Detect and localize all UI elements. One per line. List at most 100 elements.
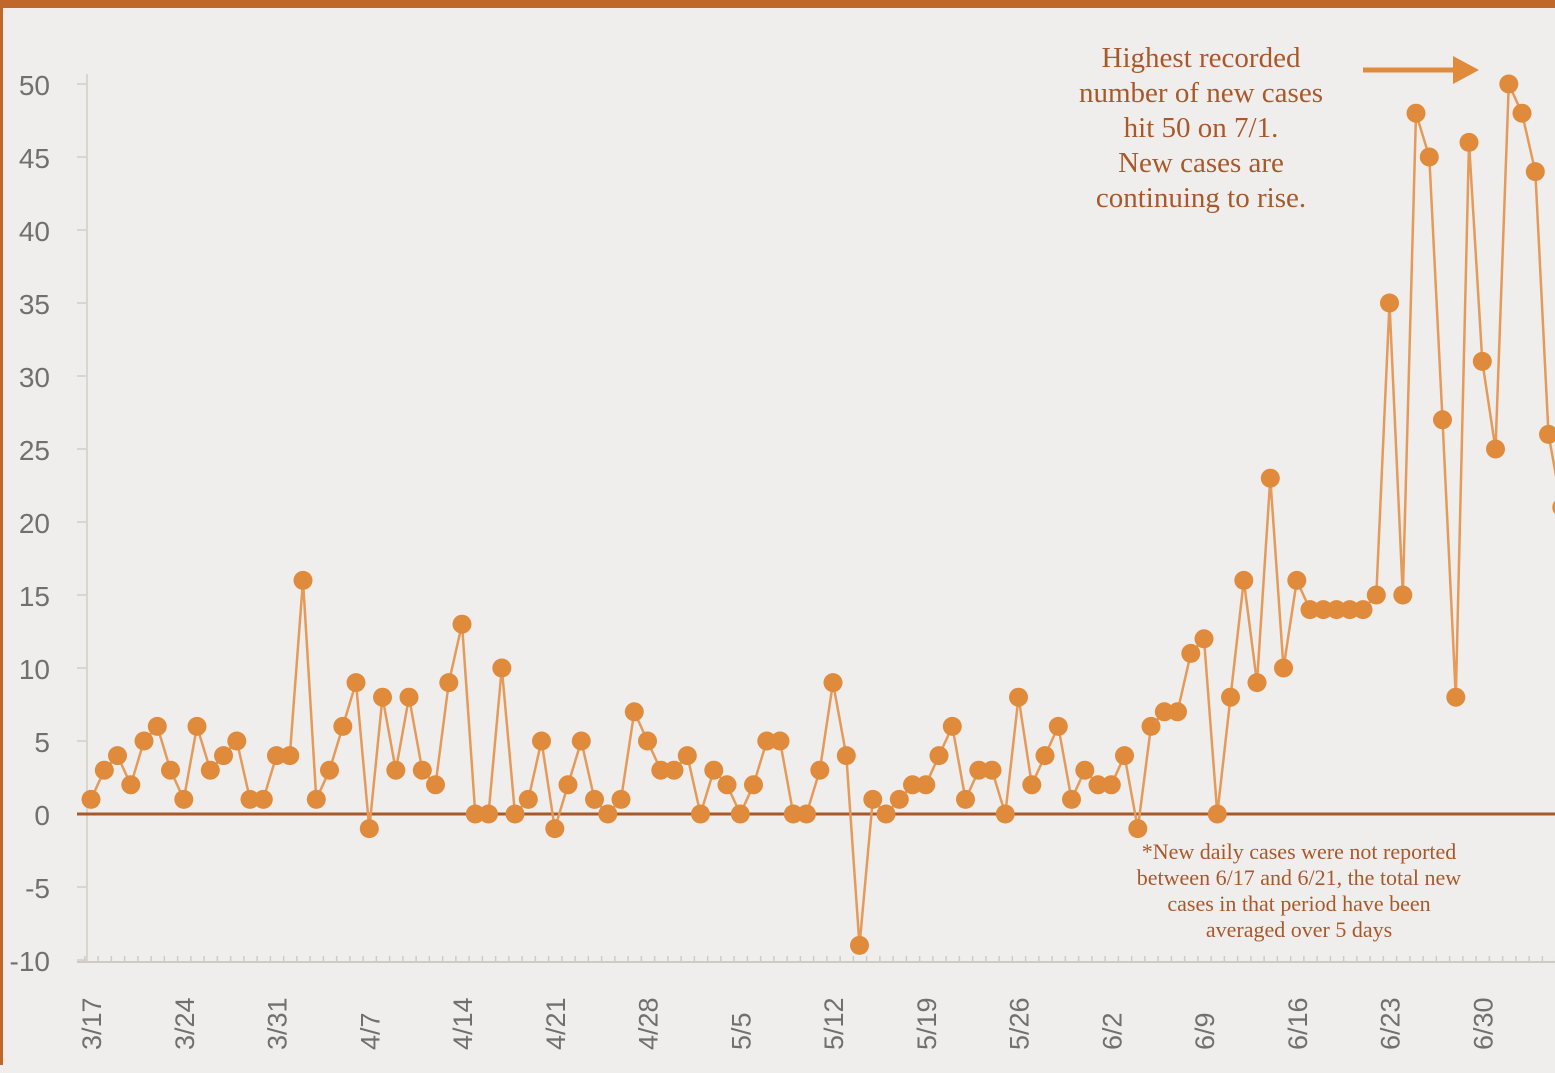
data-point	[1380, 294, 1399, 313]
data-point	[638, 732, 657, 751]
x-tick-label: 3/31	[263, 997, 293, 1050]
data-point	[506, 805, 525, 824]
data-point	[996, 805, 1015, 824]
footnote-line: cases in that period have been	[1167, 891, 1430, 916]
data-point	[1168, 702, 1187, 721]
data-point	[837, 746, 856, 765]
data-point	[665, 761, 684, 780]
data-point	[545, 819, 564, 838]
x-tick-label: 6/2	[1097, 1012, 1127, 1050]
data-point	[1049, 717, 1068, 736]
y-tick-label: 25	[19, 435, 50, 466]
y-tick-label: 10	[19, 654, 50, 685]
data-point	[771, 732, 790, 751]
data-point	[373, 688, 392, 707]
data-point	[426, 775, 445, 794]
data-point	[161, 761, 180, 780]
data-point	[201, 761, 220, 780]
annotation-layer: Highest recorded number of new cases hit…	[1079, 42, 1479, 942]
x-tick-label: 3/24	[170, 997, 200, 1050]
data-point	[1062, 790, 1081, 809]
data-point	[108, 746, 127, 765]
y-tick-label: 30	[19, 362, 50, 393]
data-point	[294, 571, 313, 590]
data-point	[1128, 819, 1147, 838]
x-tick-label: 5/5	[726, 1012, 756, 1050]
data-point	[492, 659, 511, 678]
data-point	[1261, 469, 1280, 488]
peak-annotation-line: number of new cases	[1079, 77, 1323, 109]
data-point	[863, 790, 882, 809]
series-line	[91, 84, 1555, 945]
data-point	[1274, 659, 1293, 678]
data-point	[744, 775, 763, 794]
peak-arrow-icon	[1363, 56, 1479, 84]
footnote-line: averaged over 5 days	[1206, 917, 1392, 942]
data-point	[877, 805, 896, 824]
x-tick-label: 4/21	[541, 997, 571, 1050]
data-point	[612, 790, 631, 809]
data-point	[1420, 148, 1439, 167]
data-point	[360, 819, 379, 838]
data-point	[890, 790, 909, 809]
y-tick-label: 0	[34, 800, 50, 831]
data-point	[280, 746, 299, 765]
data-point	[82, 790, 101, 809]
data-point	[983, 761, 1002, 780]
data-point	[1354, 600, 1373, 619]
data-point	[1221, 688, 1240, 707]
data-point	[718, 775, 737, 794]
data-point	[1142, 717, 1161, 736]
data-point	[810, 761, 829, 780]
data-point	[1248, 673, 1267, 692]
x-tick-label: 4/7	[355, 1012, 385, 1050]
data-point	[1539, 425, 1555, 444]
data-point	[1234, 571, 1253, 590]
x-tick-label: 4/28	[634, 997, 664, 1050]
data-point	[1367, 586, 1386, 605]
y-tick-label: 20	[19, 508, 50, 539]
x-tick-label: 5/19	[912, 997, 942, 1050]
data-point	[1208, 805, 1227, 824]
y-tick-label: 15	[19, 581, 50, 612]
data-point	[625, 702, 644, 721]
data-point	[227, 732, 246, 751]
data-point	[731, 805, 750, 824]
data-point	[916, 775, 935, 794]
peak-annotation: Highest recorded number of new cases hit…	[1079, 42, 1323, 214]
data-point	[1393, 586, 1412, 605]
footnote-line: *New daily cases were not reported	[1142, 839, 1457, 864]
x-tick-label: 6/9	[1190, 1012, 1220, 1050]
data-point	[850, 936, 869, 955]
data-point	[347, 673, 366, 692]
data-point	[1460, 133, 1479, 152]
x-tick-label: 6/16	[1283, 997, 1313, 1050]
data-point	[1486, 440, 1505, 459]
footnote: *New daily cases were not reported betwe…	[1137, 839, 1462, 942]
data-point	[585, 790, 604, 809]
y-tick-label: 40	[19, 216, 50, 247]
x-tick-label: 5/12	[819, 997, 849, 1050]
data-point	[135, 732, 154, 751]
data-point	[386, 761, 405, 780]
series-layer	[82, 75, 1555, 955]
y-tick-label: 50	[19, 70, 50, 101]
data-point	[1102, 775, 1121, 794]
data-point	[691, 805, 710, 824]
peak-annotation-line: Highest recorded	[1102, 42, 1301, 74]
data-point	[1499, 75, 1518, 94]
data-point	[797, 805, 816, 824]
data-point	[333, 717, 352, 736]
data-point	[1433, 410, 1452, 429]
data-point	[479, 805, 498, 824]
data-point	[1526, 162, 1545, 181]
x-tick-label: 3/17	[77, 997, 107, 1050]
data-point	[439, 673, 458, 692]
data-point	[1115, 746, 1134, 765]
data-point	[453, 615, 472, 634]
y-tick-label: 5	[34, 727, 50, 758]
y-tick-label: 45	[19, 143, 50, 174]
data-point	[1195, 629, 1214, 648]
